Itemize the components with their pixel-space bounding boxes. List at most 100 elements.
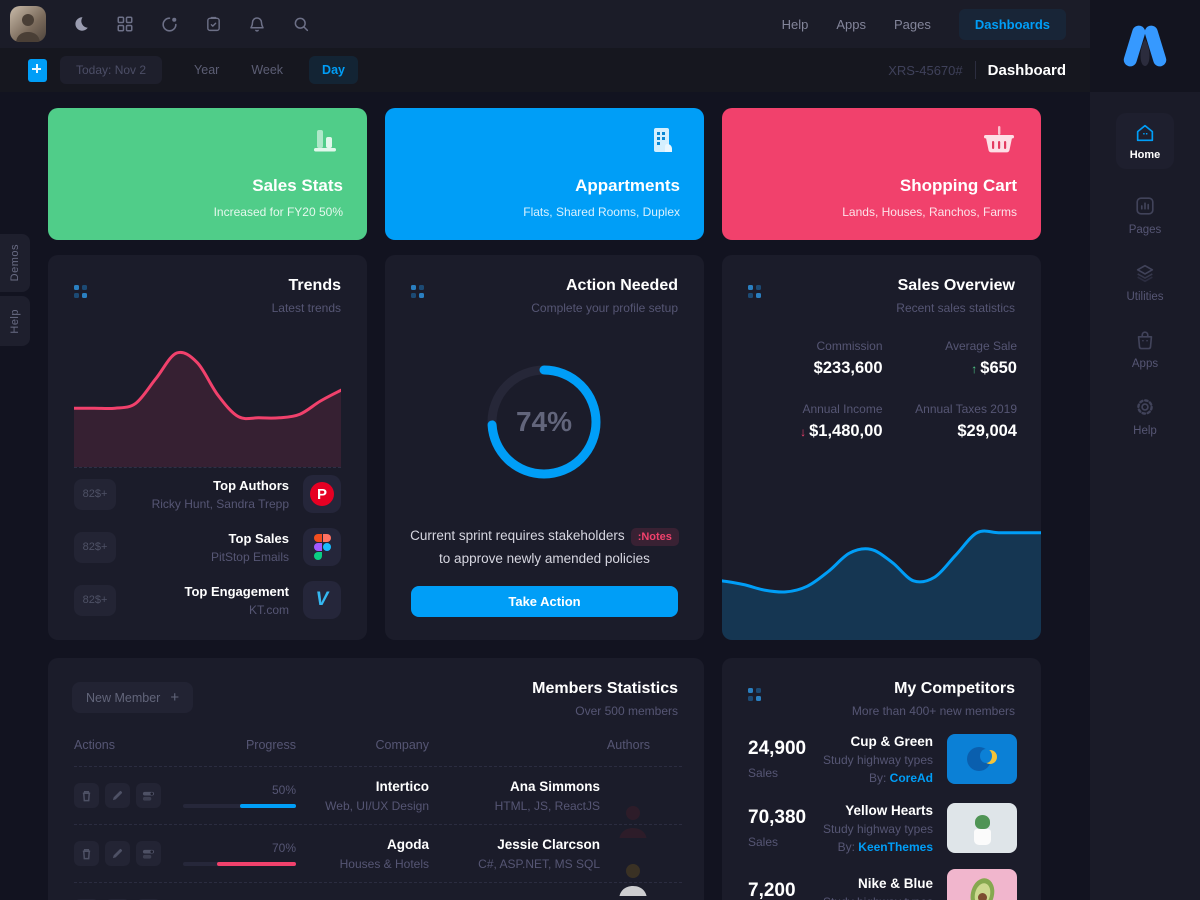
table-row: 70% Agoda Houses & Hotels Jessie Clarcso… (74, 825, 682, 896)
sidebar-item-label: Home (1129, 148, 1161, 161)
members-title: Members Statistics (532, 680, 678, 697)
by-label: By: (837, 839, 855, 854)
home-icon (1134, 122, 1156, 144)
page-title: Dashboard (987, 61, 1066, 79)
sidebar-item-pages[interactable]: Pages (1090, 195, 1200, 236)
competitor-thumbnail (947, 869, 1017, 900)
side-tab-help[interactable]: Help (0, 296, 30, 346)
card-subtitle: Flats, Shared Rooms, Duplex (523, 205, 680, 219)
panel-members-statistics: New Member + Members Statistics Over 500… (48, 658, 704, 900)
card-subtitle: Increased for FY20 50% (213, 205, 343, 219)
side-tab-demos[interactable]: Demos (0, 234, 30, 292)
tab-year[interactable]: Year (194, 63, 220, 77)
company-subtitle: Houses & Hotels (339, 856, 429, 871)
panel-trends: Trends Latest trends 82$+ Top Authors Ri… (48, 255, 367, 640)
drag-handle-icon[interactable] (748, 688, 761, 701)
drag-handle-icon[interactable] (74, 285, 87, 298)
competitor-name: Yellow Hearts (845, 802, 933, 818)
card-shopping-cart[interactable]: Shopping Cart Lands, Houses, Ranchos, Fa… (722, 108, 1041, 240)
bar-chart-icon (309, 124, 343, 163)
basket-icon (981, 124, 1017, 163)
nav-link-apps[interactable]: Apps (836, 16, 866, 32)
author-skills: HTML, JS, ReactJS (494, 798, 600, 813)
drag-handle-icon[interactable] (748, 285, 761, 298)
today-date-button[interactable]: Today: Nov 2 (60, 56, 163, 84)
new-document-icon[interactable] (28, 58, 47, 82)
delete-icon[interactable] (74, 783, 99, 808)
nav-link-dashboards[interactable]: Dashboards (958, 8, 1066, 40)
tab-week[interactable]: Week (251, 63, 284, 77)
sidebar-item-home[interactable]: Home (1116, 113, 1174, 169)
take-action-button[interactable]: Take Action (411, 586, 678, 617)
action-needed-subtitle: Complete your profile setup (531, 301, 678, 315)
nav-link-pages[interactable]: Pages (893, 16, 931, 32)
by-label: By: (868, 770, 887, 785)
company-subtitle: Web, UI/UX Design (325, 798, 429, 813)
settings-toggle-icon[interactable] (136, 841, 161, 866)
chart-icon (1134, 195, 1156, 217)
competitor-subtitle: Study highway types (822, 821, 933, 836)
stat-label: Average Sale (945, 339, 1017, 353)
reference-code: XRS-45670# (888, 62, 963, 78)
sidebar-item-help[interactable]: Help (1090, 396, 1200, 437)
stat-average-sale: Average Sale ↑ $650 (883, 339, 1017, 378)
pinterest-icon[interactable]: P (303, 475, 341, 513)
activity-chart-icon[interactable] (158, 13, 180, 35)
header-company: Company (375, 738, 430, 752)
figma-icon[interactable] (303, 528, 341, 566)
edit-pencil-icon[interactable] (105, 841, 130, 866)
sidebar-item-utilities[interactable]: Utilities (1090, 262, 1200, 303)
stat-value: $1,480,00 (809, 422, 883, 440)
item-subtitle: KT.com (248, 602, 289, 617)
sidebar-item-apps[interactable]: Apps (1090, 329, 1200, 370)
progress-label: 70% (271, 841, 296, 855)
trends-title: Trends (288, 277, 341, 294)
item-title: Top Engagement (184, 583, 289, 599)
competitors-subtitle: More than 400+ new members (851, 704, 1015, 718)
card-title: Appartments (575, 176, 680, 195)
tasks-clipboard-icon[interactable] (202, 13, 224, 35)
nav-link-help[interactable]: Help (781, 16, 809, 32)
item-subtitle: PitStop Emails (210, 549, 289, 564)
delete-icon[interactable] (74, 841, 99, 866)
edit-pencil-icon[interactable] (105, 783, 130, 808)
layers-icon (1134, 262, 1156, 284)
card-sales-stats[interactable]: Sales Stats Increased for FY20 50% (48, 108, 367, 240)
header-actions: Actions (74, 738, 115, 752)
competitor-name: Nike & Blue (857, 875, 933, 891)
apps-grid-icon[interactable] (114, 13, 136, 35)
brand-logo[interactable] (1090, 0, 1200, 92)
card-appartments[interactable]: Appartments Flats, Shared Rooms, Duplex (385, 108, 704, 240)
search-icon[interactable] (290, 13, 312, 35)
gear-icon (1134, 396, 1156, 418)
right-sidebar: Home Pages Utilities Apps Help (1090, 0, 1200, 900)
vimeo-icon[interactable]: V (303, 581, 341, 619)
vendor-link[interactable]: CoreAd (889, 770, 933, 785)
dark-mode-moon-icon[interactable] (70, 13, 92, 35)
user-avatar[interactable] (10, 6, 46, 42)
card-subtitle: Lands, Houses, Ranchos, Farms (842, 205, 1017, 219)
row-divider (74, 882, 682, 883)
new-member-button[interactable]: New Member + (72, 682, 194, 713)
item-title: Top Sales (228, 530, 289, 546)
amount-badge: 82$+ (74, 584, 116, 616)
notifications-bell-icon[interactable] (246, 13, 268, 35)
header-progress: Progress (245, 738, 296, 752)
competitor-name: Cup & Green (850, 733, 933, 749)
tab-day[interactable]: Day (309, 56, 358, 84)
settings-toggle-icon[interactable] (136, 783, 161, 808)
competitor-item: 7,200 Nike & Blue Study highway types (748, 869, 1017, 900)
stat-label: Commission (816, 339, 883, 353)
notes-badge[interactable]: :Notes (630, 528, 679, 546)
drag-handle-icon[interactable] (411, 285, 424, 298)
competitor-item: 70,380 Sales Yellow Hearts Study highway… (748, 802, 1017, 854)
note-line1: Current sprint requires stakeholders (410, 528, 625, 543)
bag-icon (1134, 329, 1156, 351)
sidebar-item-label: Help (1133, 425, 1157, 437)
stat-commission: Commission $233,600 (748, 339, 883, 378)
vendor-link[interactable]: KeenThemes (858, 839, 933, 854)
table-header-row: Actions Progress Company Authors (74, 734, 682, 756)
item-subtitle: Ricky Hunt, Sandra Trepp (151, 496, 289, 511)
arrow-down-icon: ↓ (800, 425, 807, 439)
